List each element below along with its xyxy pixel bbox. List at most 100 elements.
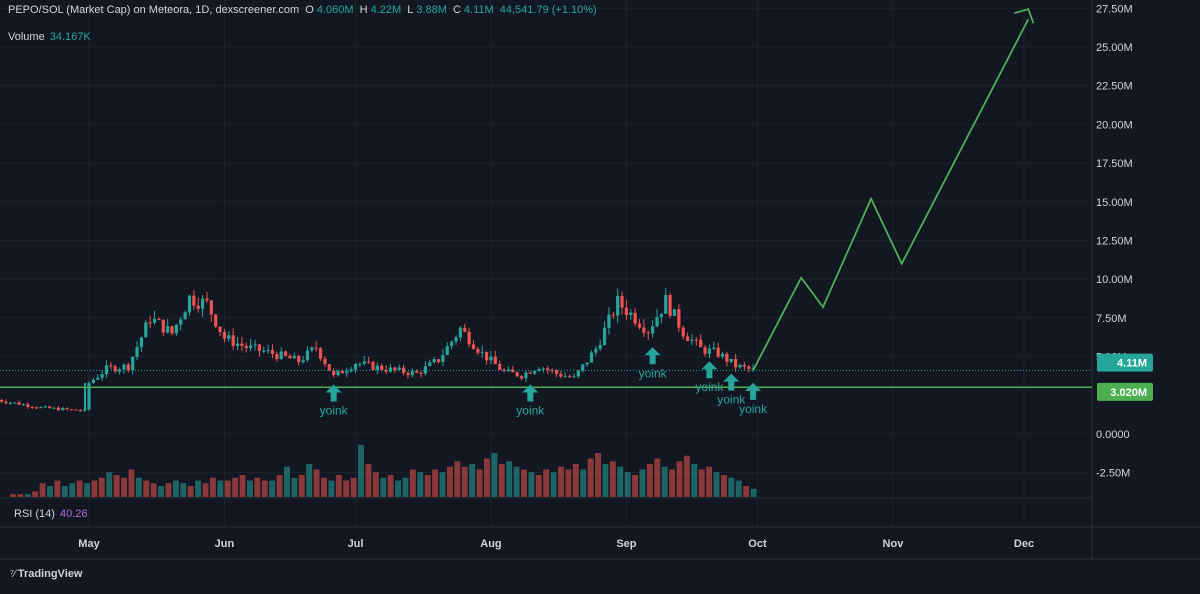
candle-body: [454, 337, 458, 342]
y-tick-label: 7.50M: [1096, 313, 1127, 325]
candle-body: [310, 347, 314, 351]
candle-body: [353, 364, 358, 370]
candle-body: [340, 371, 345, 374]
candle-body: [524, 372, 528, 379]
candle-body: [380, 365, 384, 370]
candle-body: [397, 367, 401, 370]
candle-body: [148, 322, 152, 324]
candle-body: [56, 407, 61, 411]
candle-body: [161, 319, 165, 333]
candle-body: [725, 353, 729, 362]
volume-bar: [565, 469, 572, 497]
candle-body: [541, 368, 545, 370]
volume-bar: [454, 461, 461, 497]
candle-body: [231, 335, 235, 346]
candle-body: [716, 347, 720, 357]
candle-body: [568, 376, 572, 378]
candle-body: [48, 406, 52, 409]
volume-bar: [254, 477, 261, 497]
candle-body: [336, 371, 340, 376]
volume-bar: [246, 480, 253, 497]
volume-bar: [54, 480, 61, 497]
candle-body: [39, 407, 43, 409]
candle-body: [183, 312, 187, 320]
candle-body: [471, 344, 476, 349]
up-arrow-icon: [522, 384, 539, 402]
volume-bar: [609, 461, 616, 497]
candle-body: [52, 407, 56, 409]
volume-bar: [432, 469, 439, 497]
volume-bar: [209, 477, 216, 497]
open-label: O: [305, 4, 314, 16]
up-arrow-icon: [745, 382, 762, 400]
volume-bar: [639, 469, 646, 497]
candle-body: [318, 348, 323, 359]
volume-bar: [595, 453, 601, 497]
candle-body: [122, 364, 126, 370]
candle-body: [375, 365, 379, 370]
y-tick-label: 10.00M: [1096, 274, 1133, 286]
open-value: 4.060M: [316, 4, 354, 16]
volume-bar: [535, 475, 542, 497]
volume-bar: [728, 477, 735, 497]
y-tick-label: 15.00M: [1096, 197, 1133, 209]
candle-body: [249, 345, 253, 349]
volume-bar: [98, 477, 105, 497]
volume-bar: [683, 455, 690, 497]
volume-bar: [365, 464, 372, 497]
volume-bar: [483, 458, 490, 497]
volume-bar: [624, 472, 631, 497]
candle-body: [624, 307, 629, 316]
candle-body: [646, 332, 650, 334]
candle-body: [235, 343, 240, 346]
candle-body: [423, 366, 428, 374]
close-value: 4.11M: [463, 4, 494, 16]
rsi-label: RSI (14): [14, 508, 55, 520]
candle-body: [152, 318, 157, 323]
volume-bar: [232, 477, 239, 497]
candle-body: [629, 312, 633, 316]
candle-body: [664, 294, 668, 314]
candle-body: [506, 369, 511, 372]
candle-body: [358, 363, 362, 365]
volume-bar: [491, 453, 498, 497]
candle-body: [166, 326, 170, 333]
rsi-value: 40.26: [59, 508, 88, 520]
candle-body: [117, 369, 122, 372]
volume-bar: [402, 477, 409, 497]
volume-bar: [572, 464, 579, 497]
volume-bar: [720, 475, 727, 497]
candle-body: [314, 347, 318, 349]
current-price-badge: [1097, 353, 1153, 372]
candle-body: [594, 348, 598, 353]
y-tick-label: 12.50M: [1096, 236, 1133, 248]
candle-body: [257, 344, 261, 352]
volume-bar: [32, 491, 39, 497]
candle-body: [677, 309, 681, 328]
candle-body: [747, 366, 751, 369]
y-tick-label: 27.50M: [1096, 3, 1133, 15]
x-tick-label: Jul: [348, 538, 364, 550]
candle-body: [668, 294, 672, 316]
brand-logo[interactable]: ⁷⁄ TradingView: [10, 568, 82, 580]
tradingview-icon: ⁷⁄: [10, 568, 16, 580]
candle-body: [345, 371, 349, 374]
candle-body: [681, 327, 685, 337]
candle-body: [441, 354, 445, 362]
candle-body: [511, 369, 515, 373]
volume-bar: [224, 480, 231, 497]
volume-bar: [187, 486, 194, 497]
candle-body: [266, 350, 270, 352]
high-value: 4.22M: [370, 4, 402, 16]
brand-name: TradingView: [17, 568, 83, 580]
candle-body: [96, 377, 100, 380]
candle-body: [100, 374, 104, 378]
y-tick-label: 22.50M: [1096, 81, 1133, 93]
x-tick-label: Sep: [616, 538, 636, 550]
volume-bar: [543, 469, 550, 497]
volume-bar: [76, 480, 83, 497]
up-arrow-icon: [701, 361, 718, 379]
volume-bar: [409, 469, 416, 497]
